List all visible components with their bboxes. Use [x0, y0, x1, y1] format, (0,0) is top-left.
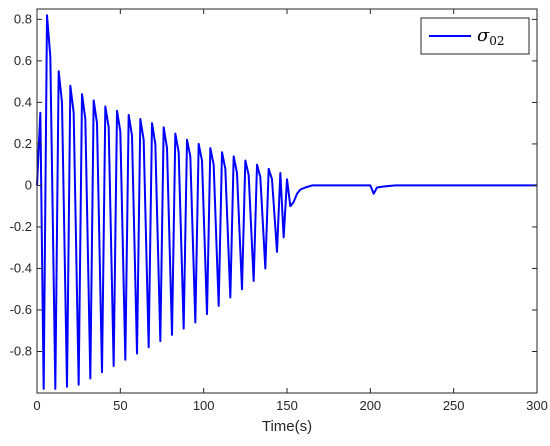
x-axis-label: Time(s): [262, 418, 312, 435]
legend: σ02: [420, 17, 530, 55]
y-tick-label: -0.8: [10, 343, 32, 358]
y-tick-label: -0.6: [10, 302, 32, 317]
legend-subscript: 02: [489, 34, 504, 48]
x-tick-label: 100: [193, 398, 215, 413]
x-tick-label: 0: [33, 398, 40, 413]
y-tick-label: 0.2: [14, 136, 32, 151]
series-line-0: [36, 14, 537, 390]
y-tick-label: -0.2: [10, 219, 32, 234]
plot-area: [37, 9, 537, 393]
legend-symbol: σ: [477, 25, 490, 46]
x-tick-label: 300: [526, 398, 548, 413]
y-tick-label: 0.4: [14, 94, 32, 109]
x-tick-label: 250: [443, 398, 465, 413]
x-tick-label: 50: [113, 398, 127, 413]
y-tick-label: -0.4: [10, 260, 32, 275]
y-tick-label: 0.8: [14, 11, 32, 26]
series-layer: [36, 14, 537, 390]
y-axis: -0.8 -0.6 -0.4 -0.2 0 0.2 0.4 0.6 0.8: [10, 11, 537, 358]
y-tick-label: 0.6: [14, 53, 32, 68]
x-axis: 0 50 100 150 200 250 300: [33, 9, 548, 413]
y-tick-label: 0: [25, 177, 32, 192]
x-tick-label: 150: [276, 398, 298, 413]
x-tick-label: 200: [359, 398, 381, 413]
legend-label: σ02: [477, 25, 505, 48]
